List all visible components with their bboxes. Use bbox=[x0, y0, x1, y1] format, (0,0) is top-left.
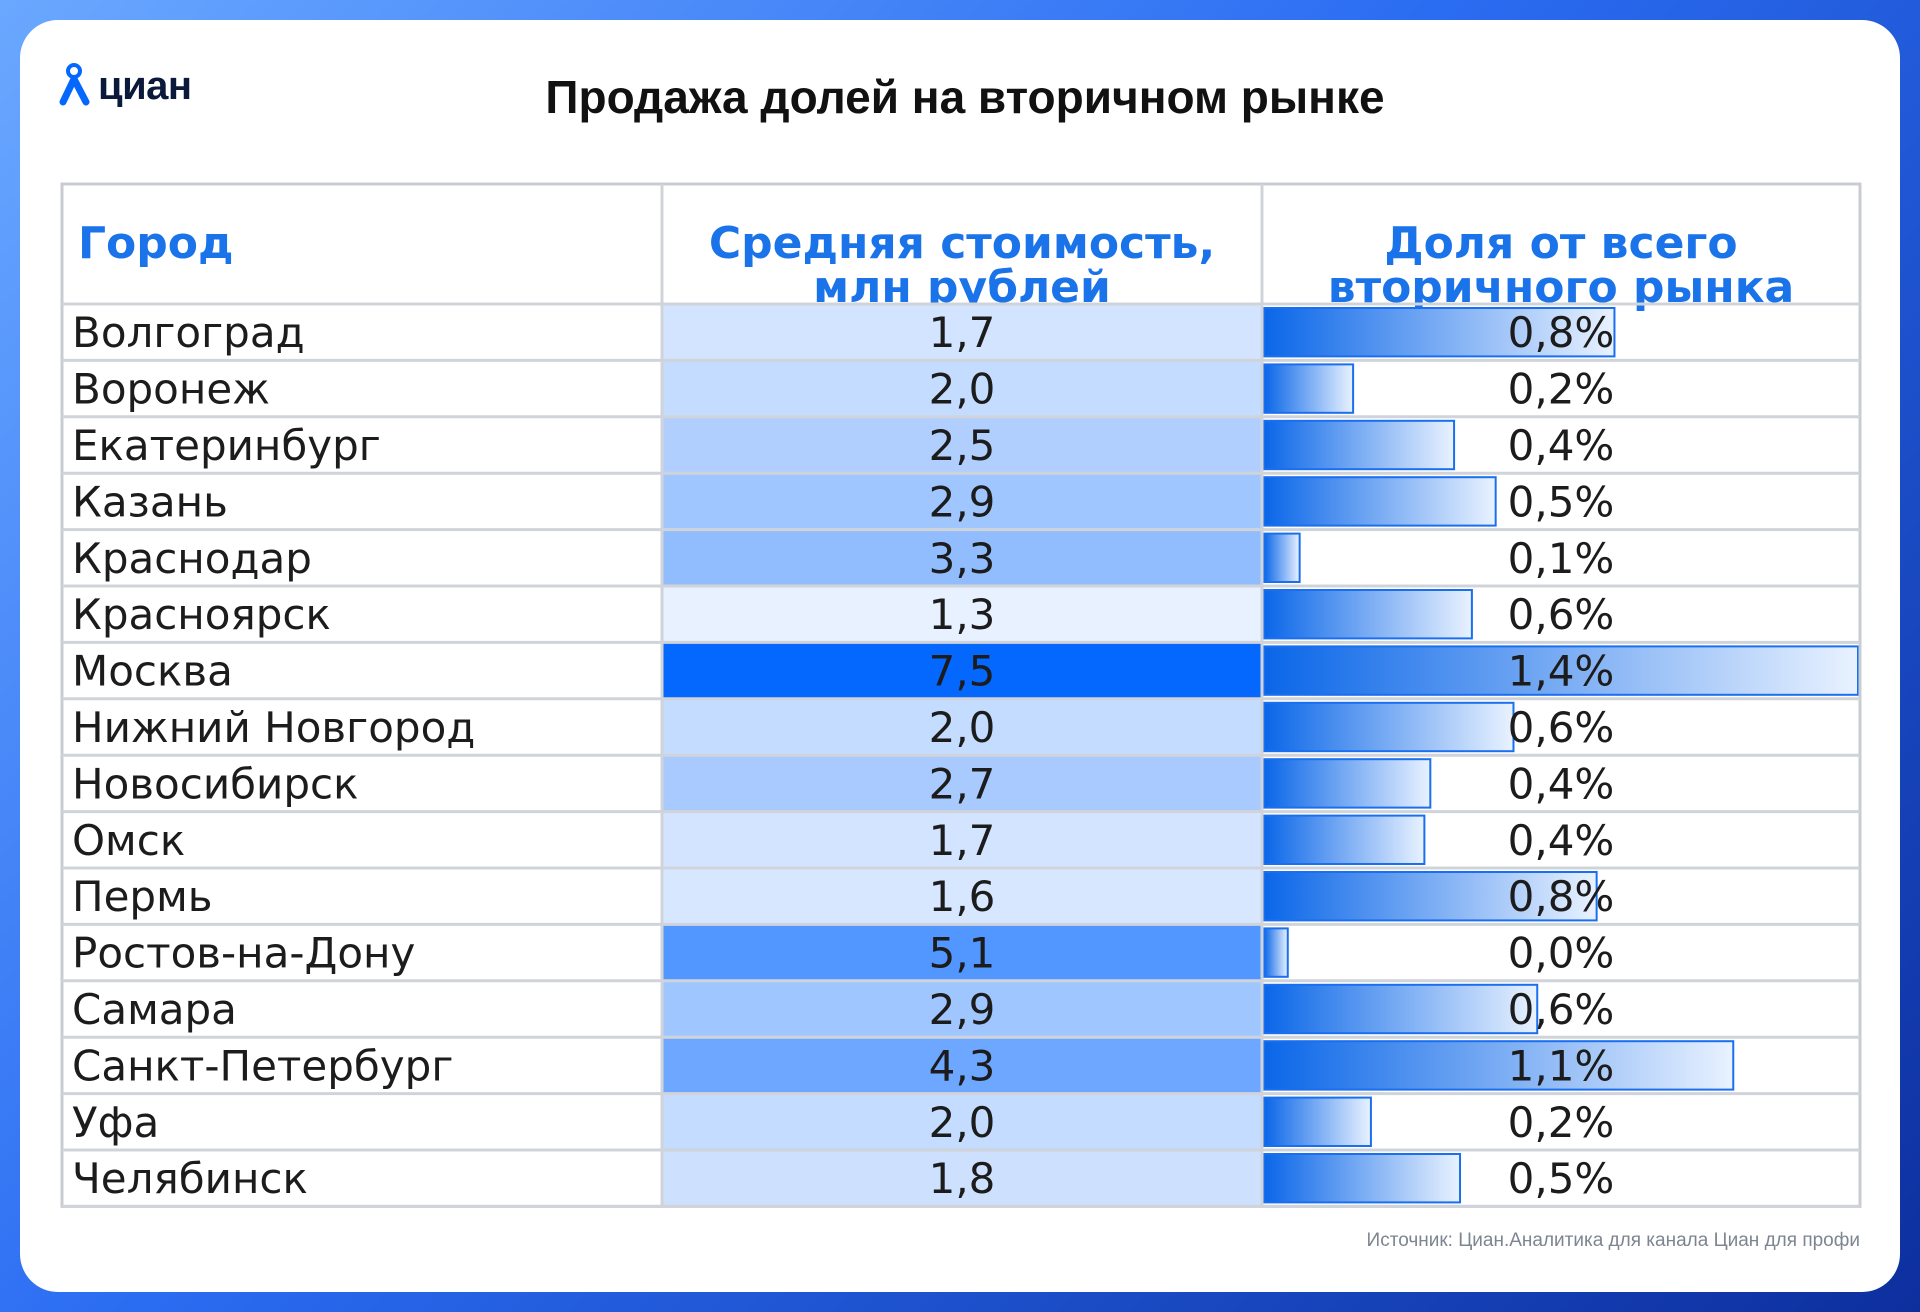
city-label: Ростов-на-Дону bbox=[72, 929, 415, 978]
price-cell bbox=[662, 868, 1262, 925]
header-share-line1: Доля от всего bbox=[1384, 218, 1737, 269]
share-value: 0,5% bbox=[1508, 477, 1615, 526]
price-value: 1,7 bbox=[929, 308, 996, 357]
price-cell bbox=[662, 473, 1262, 530]
share-value: 0,8% bbox=[1508, 872, 1615, 921]
share-bar bbox=[1263, 871, 1598, 922]
share-bar bbox=[1263, 363, 1355, 414]
price-value: 1,7 bbox=[929, 816, 996, 865]
city-label: Воронеж bbox=[72, 365, 270, 414]
city-label: Волгоград bbox=[72, 308, 305, 357]
share-value: 0,4% bbox=[1508, 816, 1615, 865]
price-value: 2,9 bbox=[929, 477, 996, 526]
share-value: 0,6% bbox=[1508, 703, 1615, 752]
city-label: Уфа bbox=[72, 1098, 159, 1147]
price-cell bbox=[662, 586, 1262, 643]
header-avg-price-line1: Средняя стоимость, bbox=[709, 218, 1215, 269]
share-bar bbox=[1263, 1096, 1372, 1147]
share-bar bbox=[1263, 927, 1289, 978]
city-label: Екатеринбург bbox=[72, 421, 381, 470]
price-value: 2,0 bbox=[929, 365, 996, 414]
price-cell bbox=[662, 529, 1262, 586]
header-city: Город bbox=[78, 218, 234, 269]
share-value: 0,4% bbox=[1508, 421, 1615, 470]
price-cell bbox=[662, 755, 1262, 812]
price-value: 1,6 bbox=[929, 872, 996, 921]
price-value: 1,3 bbox=[929, 590, 996, 639]
price-cell bbox=[662, 1150, 1262, 1207]
price-cell bbox=[662, 642, 1262, 699]
pin-person-icon bbox=[59, 63, 90, 106]
city-label: Пермь bbox=[72, 872, 213, 921]
city-label: Казань bbox=[72, 477, 228, 526]
share-bar bbox=[1263, 983, 1539, 1035]
price-value: 5,1 bbox=[929, 929, 996, 978]
price-cell bbox=[662, 1037, 1262, 1094]
share-bar bbox=[1263, 419, 1456, 471]
page-title: Продажа долей на вторичном рынке bbox=[545, 71, 1385, 123]
city-label: Санкт-Петербург bbox=[72, 1041, 453, 1090]
share-value: 0,8% bbox=[1508, 308, 1615, 357]
city-label: Москва bbox=[72, 647, 233, 696]
city-label: Омск bbox=[72, 816, 185, 865]
logo-text: циан bbox=[98, 63, 192, 108]
price-value: 2,0 bbox=[929, 703, 996, 752]
infographic-card: циан Продажа долей на вторичном рынке Го… bbox=[20, 20, 1900, 1292]
price-cell bbox=[662, 416, 1262, 474]
price-value: 1,8 bbox=[929, 1154, 996, 1203]
share-value: 1,4% bbox=[1508, 647, 1615, 696]
price-cell bbox=[662, 980, 1262, 1038]
cian-logo: циан bbox=[58, 50, 192, 122]
price-cell bbox=[662, 924, 1262, 981]
city-label: Новосибирск bbox=[72, 759, 358, 808]
share-bar bbox=[1263, 476, 1497, 527]
source-note: Источник: Циан.Аналитика для канала Циан… bbox=[1366, 1230, 1860, 1251]
city-label: Челябинск bbox=[72, 1154, 308, 1203]
city-label: Нижний Новгород bbox=[72, 703, 475, 752]
share-bar bbox=[1263, 645, 1859, 696]
share-value: 0,0% bbox=[1508, 929, 1615, 978]
city-label: Самара bbox=[72, 985, 237, 1034]
price-cell bbox=[662, 698, 1262, 756]
price-cell bbox=[662, 304, 1262, 361]
price-cell bbox=[662, 1093, 1262, 1150]
price-value: 7,5 bbox=[929, 647, 996, 696]
share-value: 1,1% bbox=[1508, 1041, 1615, 1090]
share-value: 0,6% bbox=[1508, 985, 1615, 1034]
share-value: 0,2% bbox=[1508, 1098, 1615, 1147]
share-bar bbox=[1263, 1153, 1462, 1204]
price-value: 2,0 bbox=[929, 1098, 996, 1147]
city-label: Краснодар bbox=[72, 534, 312, 583]
share-value: 0,2% bbox=[1508, 365, 1615, 414]
price-value: 2,7 bbox=[929, 759, 996, 808]
share-bar bbox=[1263, 307, 1616, 358]
price-value: 4,3 bbox=[929, 1041, 996, 1090]
price-cell bbox=[662, 811, 1262, 868]
share-value: 0,6% bbox=[1508, 590, 1615, 639]
share-bar bbox=[1263, 532, 1301, 583]
share-bar bbox=[1263, 1040, 1735, 1091]
share-value: 0,4% bbox=[1508, 759, 1615, 808]
price-cell bbox=[662, 360, 1262, 417]
city-label: Красноярск bbox=[72, 590, 331, 639]
share-bar bbox=[1263, 701, 1515, 753]
share-value: 0,1% bbox=[1508, 534, 1615, 583]
share-value: 0,5% bbox=[1508, 1154, 1615, 1203]
share-bar bbox=[1263, 758, 1432, 809]
share-bar bbox=[1263, 814, 1426, 865]
price-value: 2,9 bbox=[929, 985, 996, 1034]
share-bar bbox=[1263, 589, 1473, 640]
price-value: 3,3 bbox=[929, 534, 996, 583]
price-value: 2,5 bbox=[929, 421, 996, 470]
